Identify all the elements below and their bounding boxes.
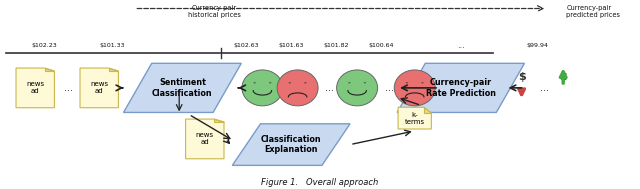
Text: Currency-pair
Rate Prediction: Currency-pair Rate Prediction	[426, 78, 496, 98]
Text: Currency-pair
predicted prices: Currency-pair predicted prices	[566, 5, 620, 18]
Text: ...: ...	[385, 83, 394, 93]
Text: $101.63: $101.63	[278, 43, 304, 48]
Polygon shape	[214, 119, 224, 122]
Text: $: $	[518, 72, 525, 82]
Text: $101.82: $101.82	[323, 43, 349, 48]
Ellipse shape	[253, 82, 256, 83]
Text: $101.33: $101.33	[99, 43, 125, 48]
Polygon shape	[80, 68, 118, 108]
Text: Currency-pair
historical prices: Currency-pair historical prices	[188, 5, 241, 18]
Text: ...: ...	[540, 83, 549, 93]
Polygon shape	[16, 68, 54, 108]
Text: ...: ...	[64, 83, 73, 93]
Text: k-
terms: k- terms	[404, 112, 425, 125]
Ellipse shape	[364, 82, 366, 83]
Text: Figure 1.   Overall approach: Figure 1. Overall approach	[261, 178, 379, 187]
Polygon shape	[424, 107, 431, 113]
Ellipse shape	[277, 70, 318, 106]
Ellipse shape	[304, 82, 307, 83]
Ellipse shape	[394, 70, 435, 106]
Text: news
ad: news ad	[196, 132, 214, 145]
Ellipse shape	[348, 82, 351, 83]
Text: ...: ...	[457, 41, 465, 50]
Ellipse shape	[337, 70, 378, 106]
Text: $102.63: $102.63	[234, 43, 259, 48]
Ellipse shape	[269, 82, 271, 83]
Text: news
ad: news ad	[26, 81, 44, 94]
Text: $: $	[559, 72, 567, 82]
Polygon shape	[45, 68, 54, 71]
Polygon shape	[397, 63, 525, 112]
Text: news
ad: news ad	[90, 81, 108, 94]
Text: Sentiment
Classification: Sentiment Classification	[152, 78, 212, 98]
Polygon shape	[186, 119, 224, 159]
Ellipse shape	[421, 82, 424, 83]
Ellipse shape	[406, 82, 408, 83]
Text: ...: ...	[325, 83, 334, 93]
Ellipse shape	[242, 70, 283, 106]
Polygon shape	[124, 63, 241, 112]
Polygon shape	[109, 68, 118, 71]
Text: Classification
Explanation: Classification Explanation	[261, 135, 321, 154]
Polygon shape	[398, 107, 431, 129]
Text: $99.94: $99.94	[527, 43, 548, 48]
Text: $102.23: $102.23	[32, 43, 58, 48]
Ellipse shape	[289, 82, 291, 83]
Polygon shape	[232, 124, 350, 165]
Text: $100.64: $100.64	[368, 43, 394, 48]
